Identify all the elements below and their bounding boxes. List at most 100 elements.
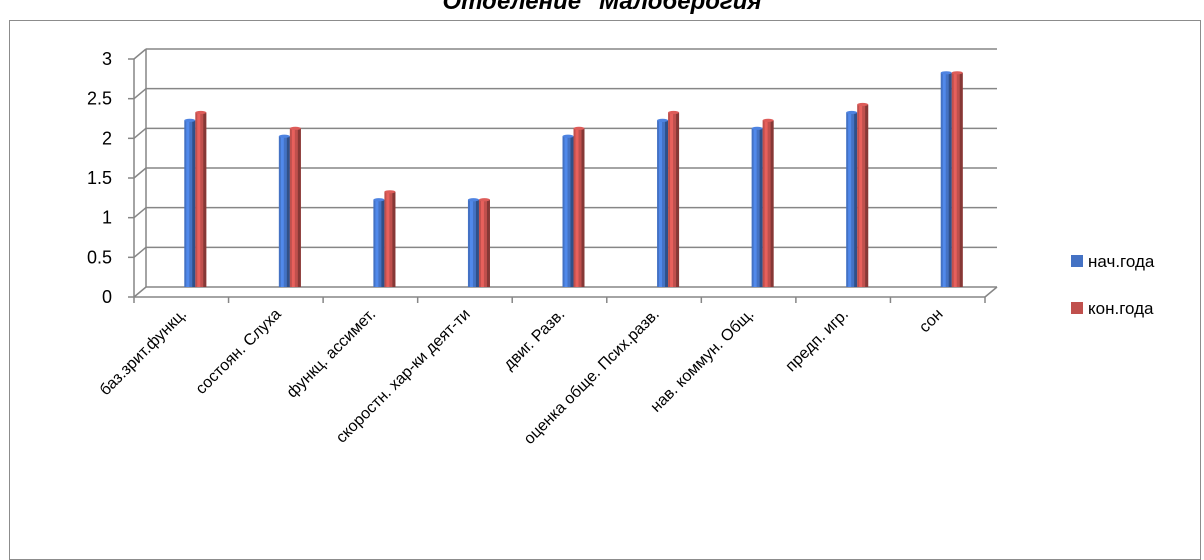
x-category-label: сон: [916, 306, 946, 336]
bar-highlight-0: [848, 112, 852, 287]
bar-side-1: [486, 199, 490, 287]
gridline-side: [133, 127, 147, 139]
legend-swatch-1: [1071, 302, 1083, 314]
y-tick-label: 1.5: [87, 168, 112, 188]
bar-top-0: [278, 134, 290, 138]
bar-highlight-1: [953, 72, 957, 287]
bar-highlight-0: [375, 199, 379, 287]
bar-highlight-1: [386, 191, 390, 287]
y-tick-label: 0: [102, 287, 112, 307]
y-tick-label: 3: [102, 49, 112, 69]
bar-0: [562, 136, 574, 287]
bar-top-1: [289, 126, 301, 130]
bar-top-0: [751, 126, 763, 130]
gridline-side: [133, 246, 147, 258]
y-tick-label: 0.5: [87, 247, 112, 267]
x-category-label: предп. игр.: [783, 306, 852, 375]
bar-side-0: [192, 120, 196, 288]
bar-side-1: [770, 120, 774, 288]
bar-top-1: [195, 110, 207, 115]
bar-side-0: [759, 128, 763, 287]
bar-highlight-1: [480, 199, 484, 287]
bar-side-0: [286, 136, 290, 287]
bar-highlight-0: [186, 120, 190, 288]
x-category-label: функц. ассимет.: [284, 306, 380, 402]
bar-top-0: [373, 198, 385, 202]
chart-title: Отделение "Малоберогия: [442, 0, 762, 15]
bar-side-1: [392, 191, 396, 287]
bar-top-0: [657, 118, 669, 122]
bar-0: [940, 72, 952, 287]
y-tick-label: 2.5: [87, 89, 112, 109]
gridline-side: [133, 207, 147, 219]
bar-1: [289, 128, 301, 287]
bar-highlight-0: [280, 136, 284, 287]
bar-side-0: [570, 136, 574, 287]
bar-1: [668, 112, 680, 287]
bar-0: [184, 120, 196, 288]
bar-1: [573, 128, 585, 287]
bar-highlight-1: [575, 128, 579, 287]
bar-top-0: [467, 198, 479, 202]
bar-side-1: [959, 72, 963, 287]
bar-1: [857, 104, 869, 288]
chart-frame: [9, 20, 1201, 560]
bar-highlight-1: [197, 112, 201, 287]
legend-label-0: нач.года: [1088, 252, 1155, 271]
bar-side-0: [948, 72, 952, 287]
bar-highlight-1: [764, 120, 768, 288]
bar-side-1: [297, 128, 301, 287]
bar-side-0: [665, 120, 669, 288]
bar-side-1: [203, 112, 207, 287]
bar-top-0: [184, 118, 196, 122]
bar-side-1: [581, 128, 585, 287]
bar-0: [467, 199, 479, 287]
bar-top-0: [562, 134, 574, 138]
bar-1: [478, 199, 490, 287]
bar-top-1: [384, 190, 396, 194]
bar-1: [951, 72, 963, 287]
bar-highlight-0: [942, 72, 946, 287]
legend-swatch-0: [1071, 255, 1083, 267]
bar-side-0: [854, 112, 858, 287]
x-category-label: баз.зрит.функц.: [97, 306, 190, 399]
bar-top-1: [668, 110, 680, 115]
bar-top-1: [478, 198, 490, 202]
x-category-label: двиг. Разв.: [501, 306, 569, 374]
bar-0: [278, 136, 290, 287]
bar-top-1: [857, 102, 869, 107]
bar-0: [846, 112, 858, 287]
bar-1: [384, 191, 396, 287]
y-tick-label: 2: [102, 128, 112, 148]
bar-1: [195, 112, 207, 287]
bar-side-0: [475, 199, 479, 287]
bar-1: [762, 120, 774, 288]
bar-top-0: [846, 110, 858, 115]
floor-right-edge: [984, 286, 998, 298]
bar-side-1: [865, 104, 869, 288]
bar-top-0: [940, 71, 952, 75]
bar-0: [373, 199, 385, 287]
bar-highlight-0: [659, 120, 663, 288]
bar-highlight-0: [753, 128, 757, 287]
bar-top-1: [951, 71, 963, 75]
bar-highlight-1: [291, 128, 295, 287]
bar-highlight-0: [469, 199, 473, 287]
gridline-side: [133, 88, 147, 100]
legend-label-1: кон.года: [1088, 299, 1154, 318]
bar-side-1: [676, 112, 680, 287]
gridline-side: [133, 167, 147, 179]
x-category-label: состоян. Слуха: [193, 306, 285, 398]
bar-highlight-1: [670, 112, 674, 287]
y-tick-label: 1: [102, 208, 112, 228]
bar-highlight-1: [859, 104, 863, 288]
bar-side-0: [381, 199, 385, 287]
x-category-label: нав. коммун. Общ.: [648, 306, 758, 416]
gridline-side: [133, 286, 147, 298]
bar-0: [657, 120, 669, 288]
bar-top-1: [762, 118, 774, 122]
bar-highlight-0: [564, 136, 568, 287]
bar-top-1: [573, 126, 585, 130]
gridline-side: [133, 48, 147, 60]
